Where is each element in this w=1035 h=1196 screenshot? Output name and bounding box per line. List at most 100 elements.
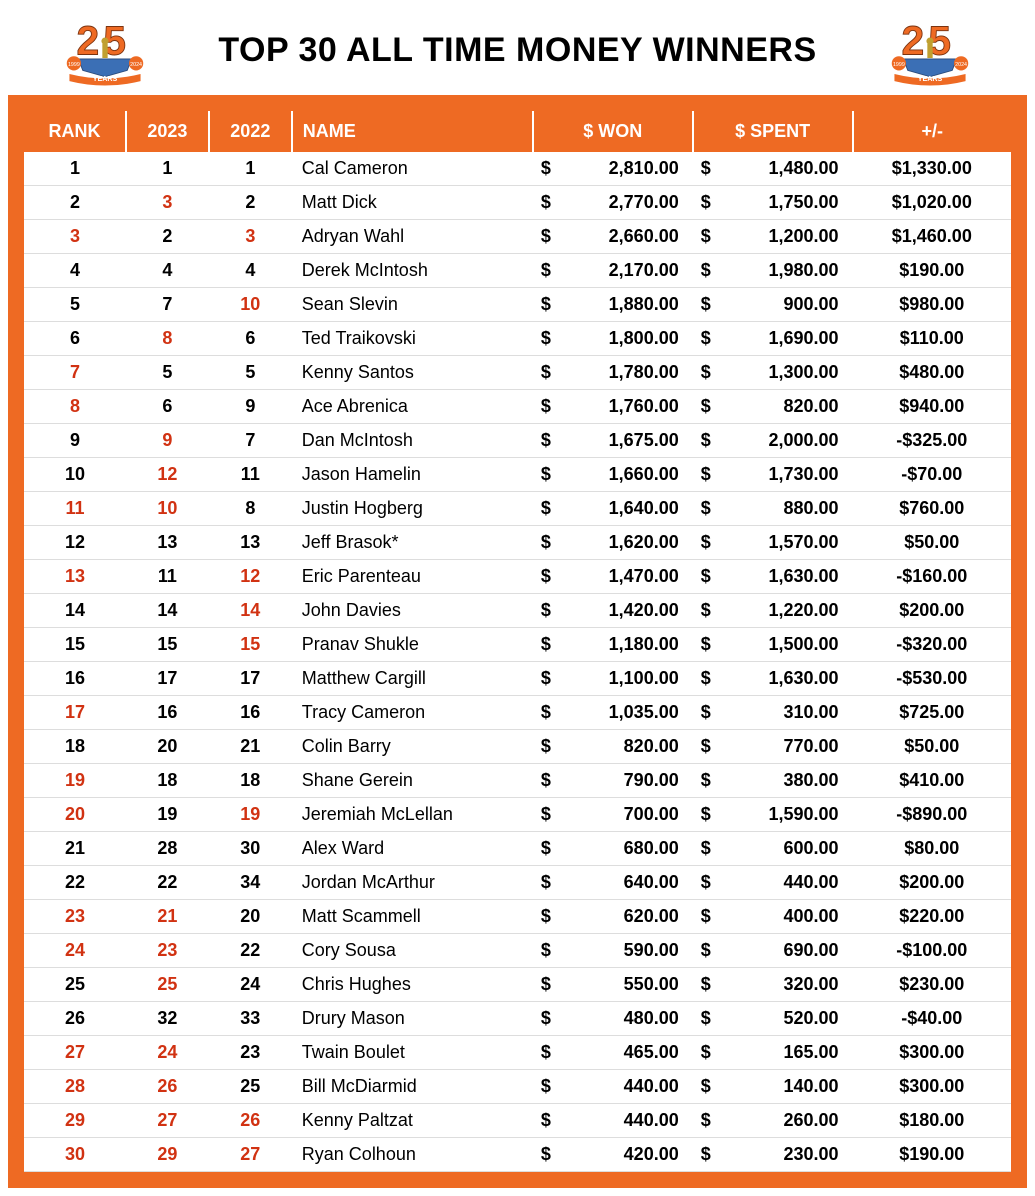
cell-2023: 1 [126,152,209,186]
cell-2022: 27 [209,1138,292,1172]
cell-won-sym: $ [533,1104,565,1138]
cell-won-sym: $ [533,866,565,900]
cell-2023: 4 [126,254,209,288]
cell-2022: 11 [209,458,292,492]
table-header: RANK 2023 2022 NAME $ WON $ SPENT +/- [24,111,1011,152]
cell-spent-sym: $ [693,594,725,628]
cell-won: 1,660.00 [565,458,693,492]
cell-spent-sym: $ [693,1002,725,1036]
cell-spent-sym: $ [693,220,725,254]
svg-text:2: 2 [902,17,925,63]
cell-2022: 14 [209,594,292,628]
cell-2022: 1 [209,152,292,186]
cell-spent: 165.00 [725,1036,853,1070]
cell-rank: 29 [24,1104,126,1138]
col-rank: RANK [24,111,126,152]
table-row: 252524Chris Hughes$550.00$320.00$230.00 [24,968,1011,1002]
cell-rank: 23 [24,900,126,934]
page-title: TOP 30 ALL TIME MONEY WINNERS [218,31,816,70]
cell-won: 480.00 [565,1002,693,1036]
cell-spent-sym: $ [693,560,725,594]
cell-pm: -$325.00 [853,424,1011,458]
table-row: 141414John Davies$1,420.00$1,220.00$200.… [24,594,1011,628]
cell-name: Matt Scammell [292,900,533,934]
cell-rank: 12 [24,526,126,560]
cell-2023: 2 [126,220,209,254]
cell-won: 1,675.00 [565,424,693,458]
cell-rank: 20 [24,798,126,832]
cell-spent: 1,200.00 [725,220,853,254]
cell-won-sym: $ [533,322,565,356]
cell-spent-sym: $ [693,662,725,696]
table-row: 997Dan McIntosh$1,675.00$2,000.00-$325.0… [24,424,1011,458]
cell-rank: 5 [24,288,126,322]
cell-rank: 7 [24,356,126,390]
table-row: 11108Justin Hogberg$1,640.00$880.00$760.… [24,492,1011,526]
table-row: 263233Drury Mason$480.00$520.00-$40.00 [24,1002,1011,1036]
cell-won-sym: $ [533,288,565,322]
table-row: 292726Kenny Paltzat$440.00$260.00$180.00 [24,1104,1011,1138]
cell-2023: 18 [126,764,209,798]
cell-spent: 1,750.00 [725,186,853,220]
cell-won: 1,760.00 [565,390,693,424]
cell-name: Pranav Shukle [292,628,533,662]
cell-won-sym: $ [533,526,565,560]
cell-name: Eric Parenteau [292,560,533,594]
cell-2023: 29 [126,1138,209,1172]
table-body: 111Cal Cameron$2,810.00$1,480.00$1,330.0… [24,152,1011,1172]
cell-pm: -$890.00 [853,798,1011,832]
cell-2023: 6 [126,390,209,424]
cell-2023: 7 [126,288,209,322]
cell-won-sym: $ [533,798,565,832]
cell-spent-sym: $ [693,1036,725,1070]
cell-spent: 1,220.00 [725,594,853,628]
cell-name: Shane Gerein [292,764,533,798]
cell-pm: $50.00 [853,730,1011,764]
table-row: 201919Jeremiah McLellan$700.00$1,590.00-… [24,798,1011,832]
header: 2 5 YEARS 1999 2024 TOP 30 ALL TIME MONE… [0,0,1035,95]
cell-2022: 34 [209,866,292,900]
cell-pm: $1,330.00 [853,152,1011,186]
cell-pm: $50.00 [853,526,1011,560]
cell-spent: 900.00 [725,288,853,322]
cell-spent: 1,630.00 [725,560,853,594]
table-row: 151515Pranav Shukle$1,180.00$1,500.00-$3… [24,628,1011,662]
cell-won: 2,810.00 [565,152,693,186]
cell-spent: 770.00 [725,730,853,764]
cell-won-sym: $ [533,492,565,526]
cell-rank: 8 [24,390,126,424]
cell-spent-sym: $ [693,356,725,390]
cell-rank: 17 [24,696,126,730]
cell-pm: $410.00 [853,764,1011,798]
col-2022: 2022 [209,111,292,152]
cell-2022: 20 [209,900,292,934]
cell-spent-sym: $ [693,832,725,866]
cell-won-sym: $ [533,254,565,288]
cell-won-sym: $ [533,356,565,390]
svg-text:1999: 1999 [893,62,905,68]
table-row: 323Adryan Wahl$2,660.00$1,200.00$1,460.0… [24,220,1011,254]
table-container: RANK 2023 2022 NAME $ WON $ SPENT +/- 11… [8,95,1027,1188]
cell-spent: 140.00 [725,1070,853,1104]
table-row: 121313Jeff Brasok*$1,620.00$1,570.00$50.… [24,526,1011,560]
cell-pm: $300.00 [853,1070,1011,1104]
cell-2023: 23 [126,934,209,968]
cell-rank: 14 [24,594,126,628]
logo-right: 2 5 YEARS 1999 2024 [875,10,985,90]
cell-2022: 9 [209,390,292,424]
cell-2022: 13 [209,526,292,560]
cell-2023: 21 [126,900,209,934]
cell-name: Chris Hughes [292,968,533,1002]
svg-text:YEARS: YEARS [918,75,943,83]
cell-2022: 8 [209,492,292,526]
cell-name: Cory Sousa [292,934,533,968]
table-row: 232Matt Dick$2,770.00$1,750.00$1,020.00 [24,186,1011,220]
cell-spent-sym: $ [693,458,725,492]
table-row: 182021Colin Barry$820.00$770.00$50.00 [24,730,1011,764]
cell-spent: 400.00 [725,900,853,934]
cell-rank: 28 [24,1070,126,1104]
cell-won-sym: $ [533,1002,565,1036]
cell-won: 1,780.00 [565,356,693,390]
cell-won: 640.00 [565,866,693,900]
table-row: 111Cal Cameron$2,810.00$1,480.00$1,330.0… [24,152,1011,186]
